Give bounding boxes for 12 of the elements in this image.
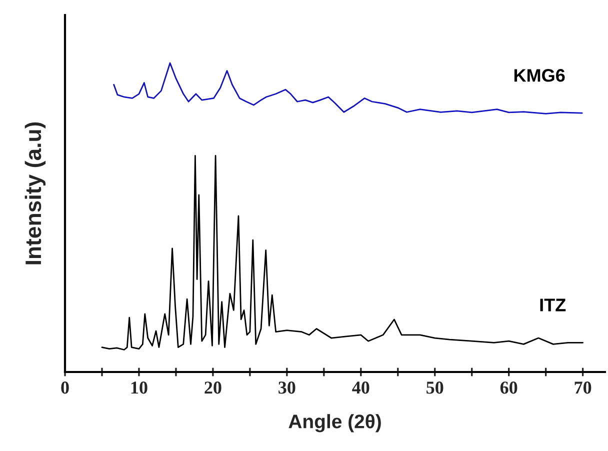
x-tick-label: 60	[500, 382, 518, 394]
x-tick-label: 10	[131, 382, 148, 394]
x-tick-label: 0	[61, 382, 69, 394]
x-tick-label: 20	[204, 382, 222, 394]
x-tick-label: 30	[278, 382, 296, 394]
x-tick-label: 50	[426, 382, 444, 394]
x-tick-label: 40	[352, 382, 370, 394]
x-axis-title: Angle (2θ)	[288, 414, 381, 432]
y-axis-title: Intensity (a.u)	[24, 122, 46, 264]
series-label: KMG6	[514, 69, 565, 82]
x-tick-label: 70	[574, 382, 592, 394]
series-label: ITZ	[540, 298, 566, 312]
